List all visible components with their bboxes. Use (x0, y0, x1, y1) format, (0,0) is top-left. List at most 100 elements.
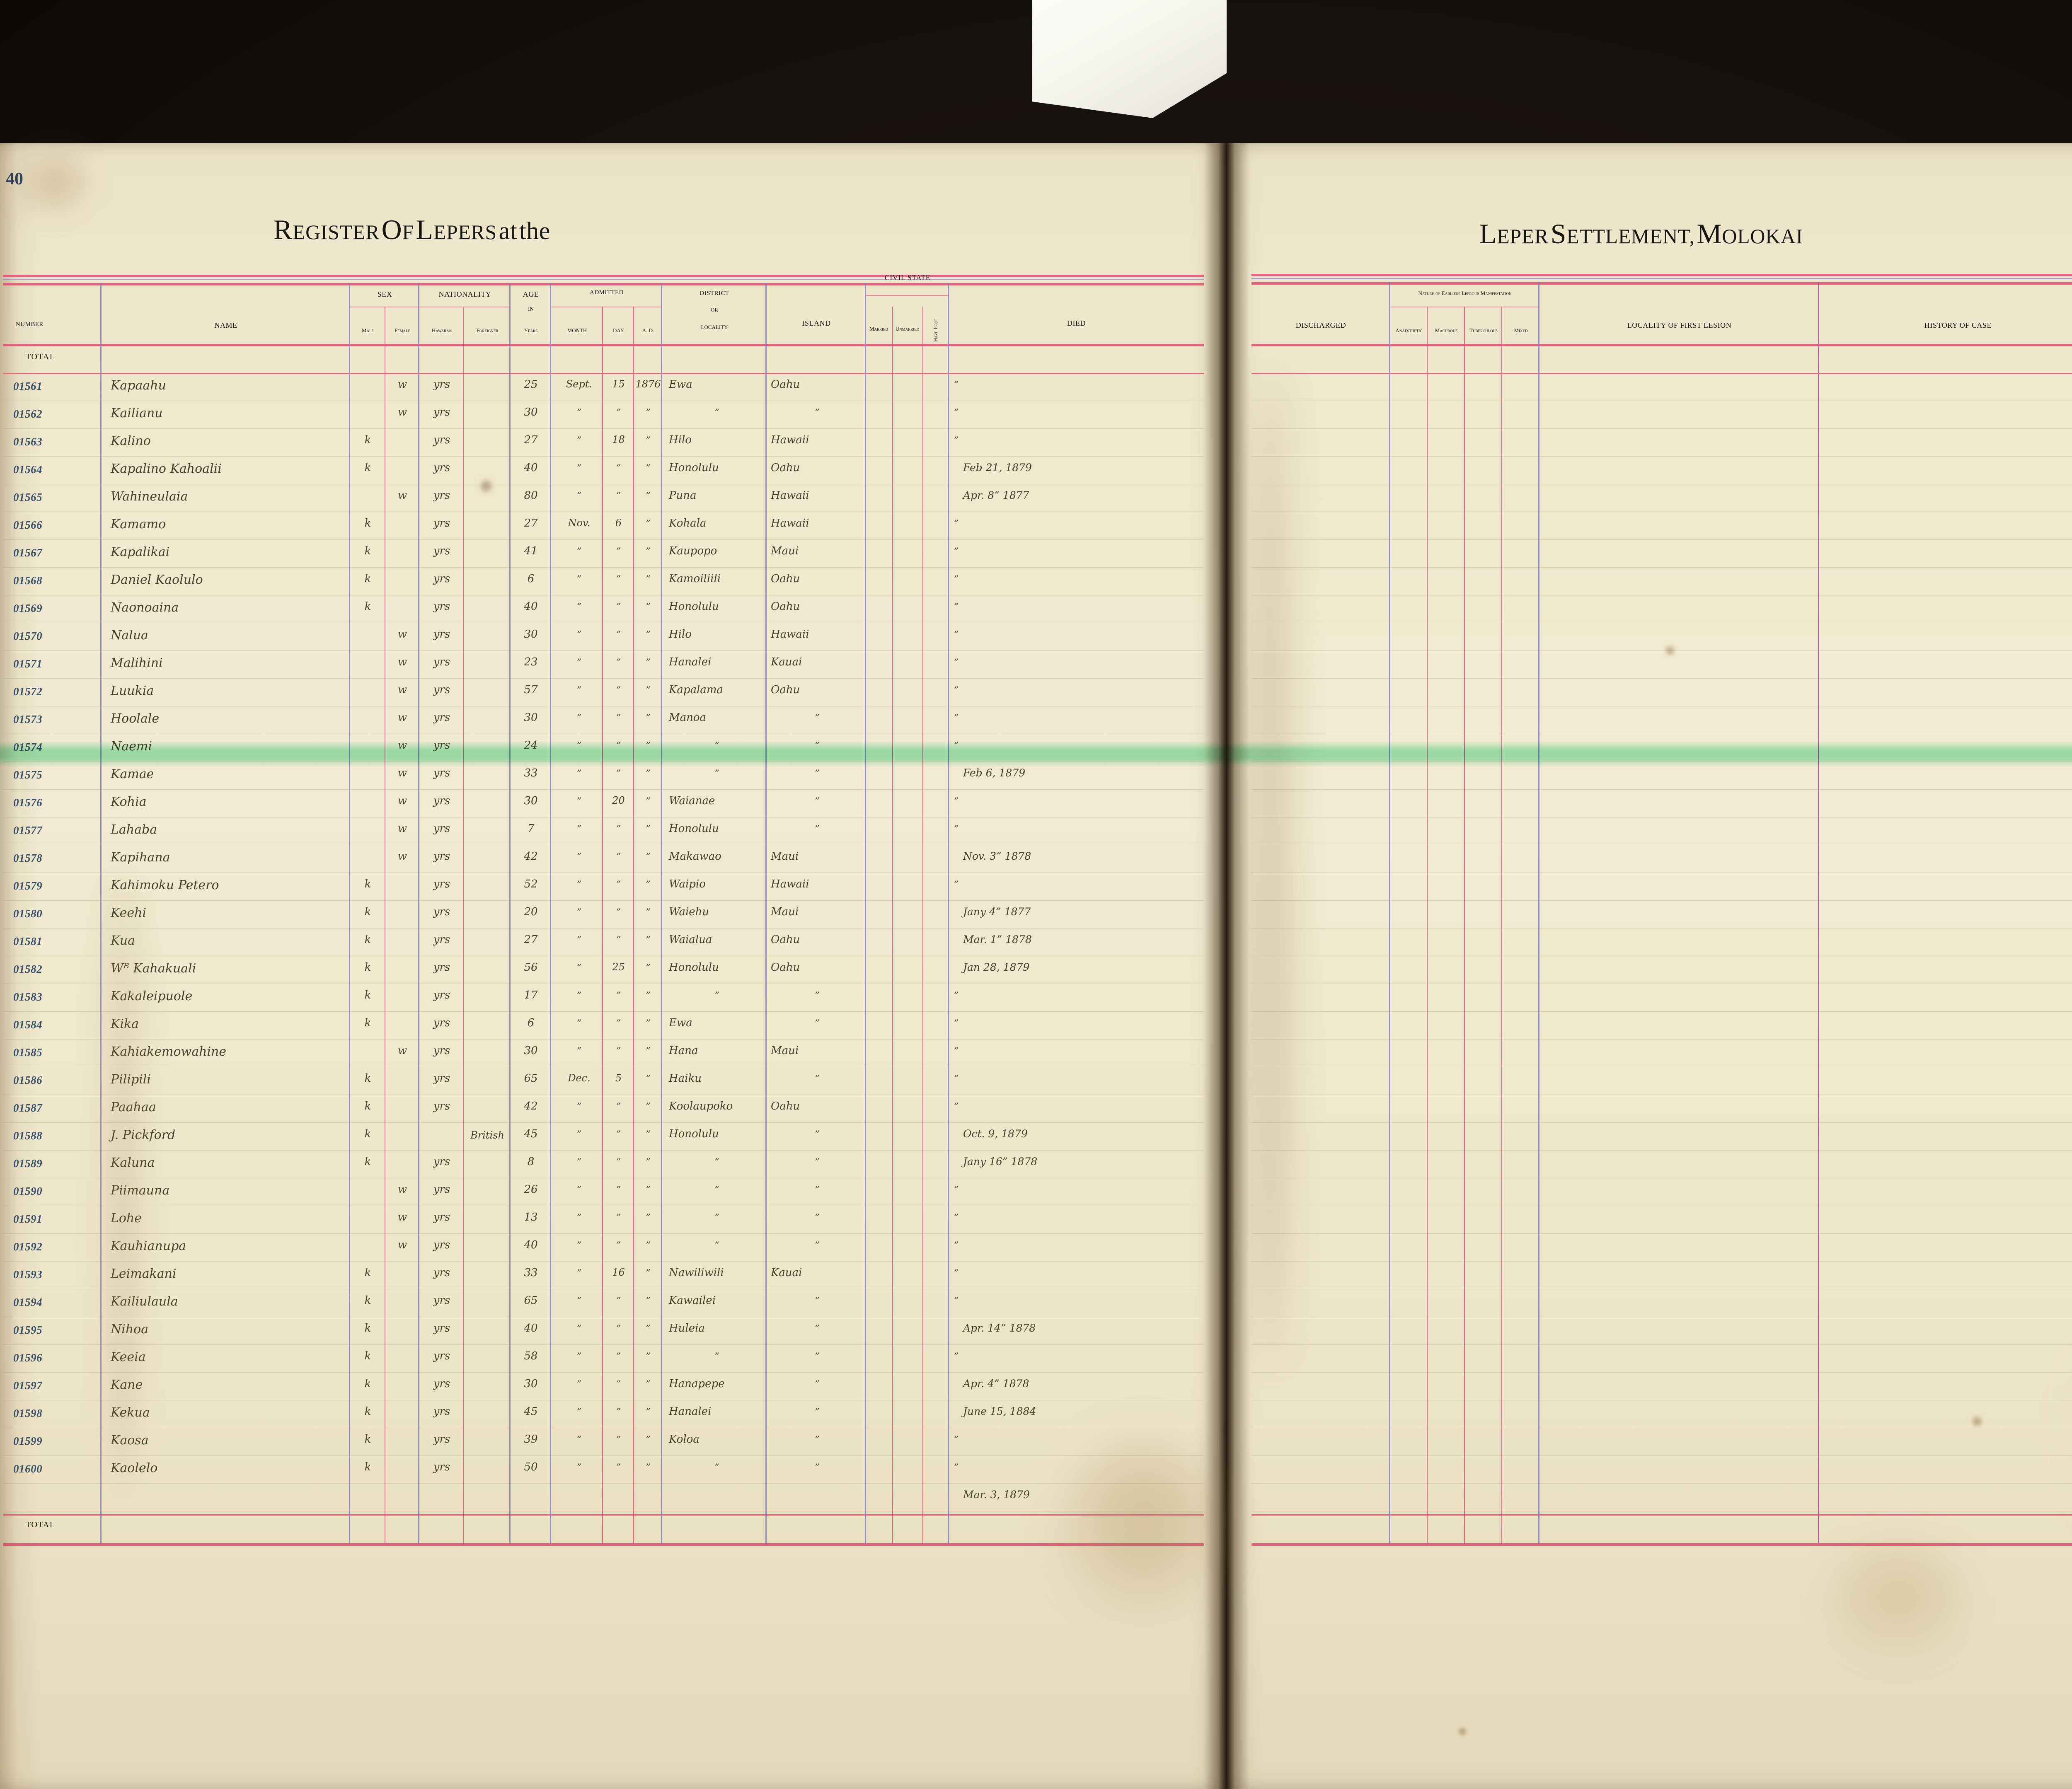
cell-value: yrs (433, 1267, 450, 1279)
column-header-discharged: DISCHARGED (1295, 321, 1346, 329)
cell-value: ” (646, 1407, 651, 1417)
cell-value: ” (815, 741, 820, 751)
cell-value: ” (815, 1185, 820, 1195)
cell-value: ” (616, 1213, 621, 1223)
cell-value: ” (616, 1351, 621, 1362)
column-header-age: AGE (523, 290, 539, 298)
cell-value: Kohala (669, 517, 707, 529)
cell-value: ” (616, 630, 621, 640)
column-rule (509, 283, 511, 1543)
cell-value: ” (954, 435, 959, 446)
column-header-hawaiian: Hawaiian (431, 327, 452, 334)
cell-value: ” (616, 1240, 621, 1251)
cell-value: yrs (433, 600, 450, 613)
cell-value: k (364, 906, 371, 918)
horizontal-rule (1251, 274, 2072, 276)
cell-value: Waipio (669, 878, 706, 890)
cell-value: Jan 28, 1879 (963, 961, 1030, 973)
row-rule (1251, 1150, 2072, 1151)
cell-value: yrs (433, 378, 450, 391)
cell-value: ” (576, 1018, 582, 1029)
cell-value: Kailianu (111, 406, 163, 421)
cell-value: Feb 21, 1879 (963, 462, 1032, 474)
cell-value: ” (646, 574, 651, 585)
cell-value: yrs (433, 434, 450, 446)
column-header-died: DIED (1067, 319, 1086, 327)
cell-value: ” (646, 824, 651, 834)
cell-value: ” (714, 741, 719, 751)
page-number-left: 40 (6, 169, 23, 189)
cell-value: Dec. (568, 1072, 591, 1084)
cell-value: ” (954, 380, 959, 390)
cell-value: ” (815, 1296, 820, 1306)
cell-value: 42 (524, 850, 538, 863)
cell-value: 01588 (13, 1129, 43, 1142)
cell-value: 8 (527, 1156, 535, 1168)
cell-value: ” (576, 574, 582, 585)
cell-value: k (364, 1322, 371, 1334)
cell-value: ” (616, 658, 621, 668)
cell-value: 01569 (13, 602, 43, 614)
cell-value: 42 (524, 1100, 538, 1112)
row-rule (3, 567, 1204, 568)
cell-value: ” (576, 1213, 582, 1223)
cell-value: 01593 (13, 1268, 43, 1281)
column-header-female: Female (394, 327, 411, 334)
cell-value: ” (815, 1351, 820, 1362)
cell-value: 01584 (13, 1018, 43, 1031)
row-rule (1251, 1372, 2072, 1373)
row-rule (3, 1483, 1204, 1484)
cell-value: ” (954, 880, 959, 890)
cell-value: yrs (433, 1322, 450, 1334)
cell-value: Maui (771, 545, 799, 557)
cell-value: ” (576, 824, 582, 834)
cell-value: 65 (524, 1072, 538, 1085)
cell-value: w (397, 1211, 407, 1223)
cell-value: k (364, 517, 371, 529)
cell-value: ” (616, 1129, 621, 1140)
horizontal-rule (1251, 282, 2072, 285)
cell-value: ” (815, 1407, 820, 1417)
cell-value: k (364, 1405, 371, 1418)
cell-value: Hawaii (771, 489, 809, 502)
cell-value: Nalua (111, 628, 148, 643)
cell-value: Oahu (771, 573, 800, 585)
row-rule (3, 1233, 1204, 1234)
cell-value: yrs (433, 462, 450, 474)
column-rule (948, 283, 949, 1543)
cell-value: Kapihana (111, 850, 170, 865)
cell-value: k (364, 434, 371, 446)
cell-value: ” (646, 907, 651, 918)
column-header-have-issue: Have Issue (932, 318, 939, 342)
cell-value: 01566 (13, 519, 43, 531)
cell-value: 6 (615, 517, 622, 529)
cell-value: ” (646, 1324, 651, 1334)
cell-value: ” (714, 1213, 719, 1223)
horizontal-rule (3, 344, 1204, 346)
cell-value: ” (576, 435, 582, 446)
cell-value: ” (954, 1213, 959, 1223)
cell-value: ” (954, 1074, 959, 1084)
cell-value: k (364, 1378, 371, 1390)
horizontal-rule (1251, 278, 2072, 279)
cell-value: J. Pickford (111, 1128, 176, 1142)
column-header-married: Married (869, 326, 888, 332)
cell-value: yrs (433, 795, 450, 807)
cell-value: ” (954, 1046, 959, 1056)
cell-value: 01567 (13, 546, 43, 559)
cell-value: k (364, 1072, 371, 1085)
cell-value: k (364, 1350, 371, 1362)
cell-value: ” (954, 713, 959, 723)
cell-value: 57 (524, 684, 538, 696)
horizontal-rule (866, 295, 949, 296)
cell-value: 18 (612, 434, 625, 445)
cell-value: ” (954, 658, 959, 668)
cell-value: ” (646, 1379, 651, 1390)
cell-value: 01597 (13, 1379, 43, 1392)
row-rule (1251, 678, 2072, 679)
cell-value: yrs (433, 1044, 450, 1057)
cell-value: Kapalama (669, 684, 724, 696)
cell-value: ” (616, 769, 621, 779)
cell-value: ” (576, 769, 582, 779)
